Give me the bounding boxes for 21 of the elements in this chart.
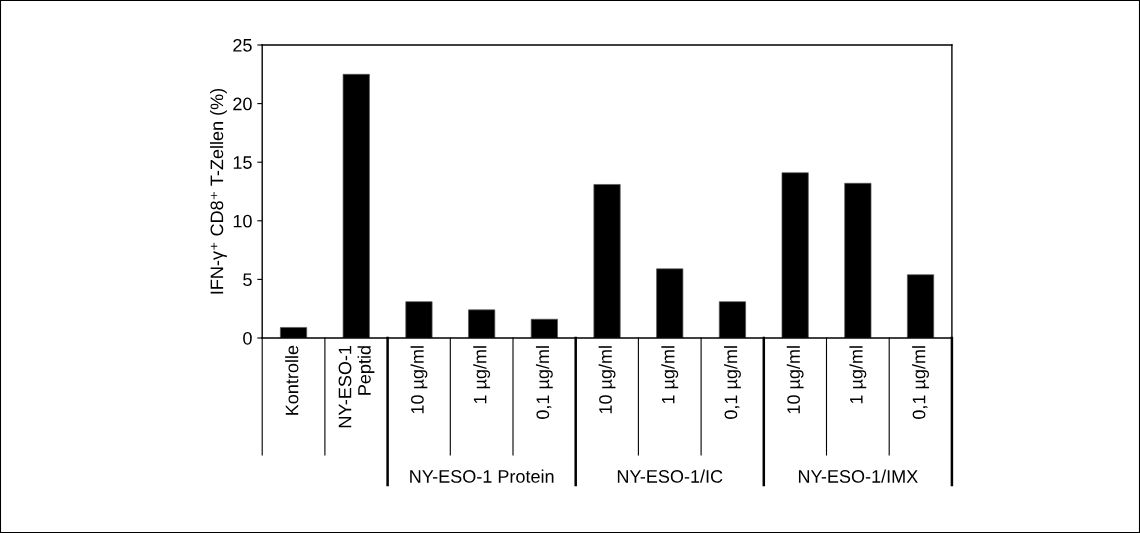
x-tick-label: 1 µg/ml <box>661 346 679 404</box>
x-tick-label: Kontrolle <box>285 345 299 415</box>
y-tick-label: 0 <box>243 331 252 345</box>
x-tick-label: 0,1 µg/ml <box>912 346 929 419</box>
y-tick-label: 5 <box>243 273 252 287</box>
y-tick-label: 10 <box>233 214 252 228</box>
x-tick-label: NY-ESO-1 Peptid <box>338 345 375 428</box>
x-tick-label: 0,1 µg/ml <box>535 346 553 419</box>
text: NY-ESO-1/IMX <box>798 469 918 483</box>
y-axis-title: IFN-γ⁺ CD8⁺ T-Zellen (%) <box>210 88 227 294</box>
x-tick-label: 1 µg/ml <box>473 346 491 404</box>
x-tick-label: 10 µg/ml <box>410 346 428 414</box>
text: NY-ESO-1/IC <box>617 469 723 483</box>
y-tick-label: 20 <box>233 97 252 111</box>
x-tick-label: 10 µg/ml <box>786 346 804 414</box>
text: NY-ESO-1 Protein <box>410 469 554 483</box>
x-tick-label: 0,1 µg/ml <box>724 346 741 419</box>
x-tick-label: 10 µg/ml <box>598 346 616 414</box>
y-tick-label: 15 <box>233 156 252 169</box>
y-tick-label: 25 <box>233 38 252 52</box>
x-tick-label: 1 µg/ml <box>849 346 867 404</box>
